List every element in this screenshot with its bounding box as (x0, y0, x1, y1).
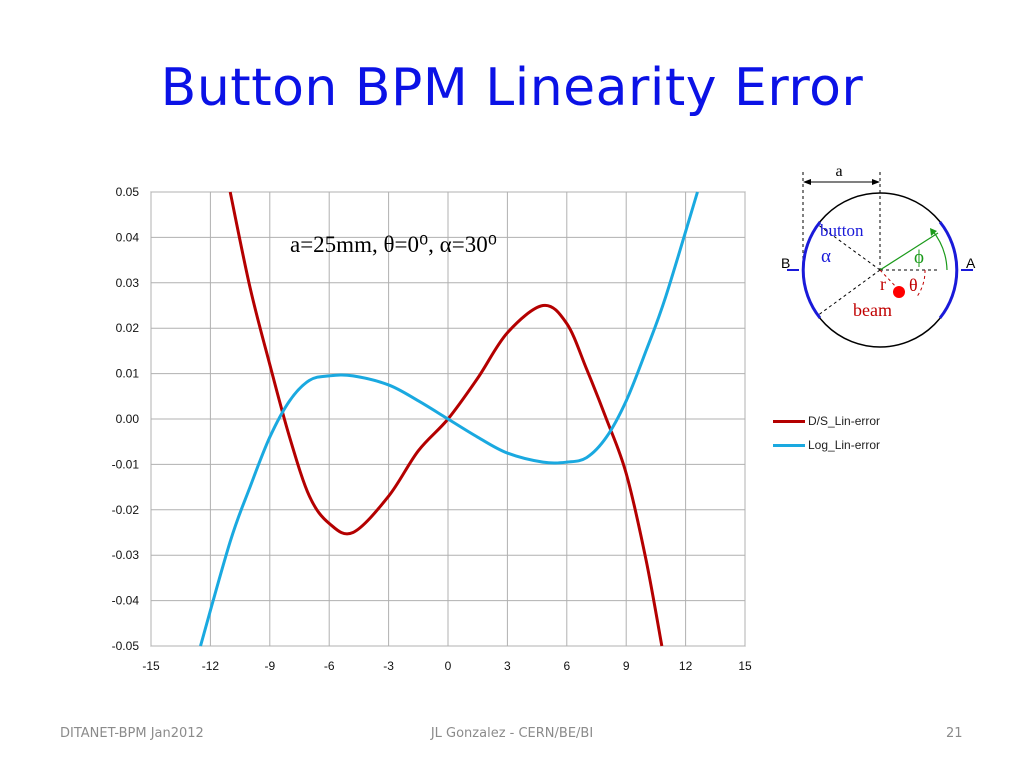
button-label: button (820, 221, 864, 240)
series-lines (199, 191, 699, 647)
parameter-annotation: a=25mm, θ=0⁰, α=30⁰ (290, 232, 497, 257)
y-tick-label: -0.02 (112, 503, 140, 517)
phi-arrowhead (930, 228, 937, 236)
button-electrode-a (938, 221, 959, 319)
x-tick-label: 9 (623, 659, 630, 673)
y-tick-label: 0.01 (116, 367, 140, 381)
y-tick-label: 0.05 (116, 185, 140, 199)
legend-swatch-log (773, 443, 805, 447)
x-tick-label: 15 (738, 659, 752, 673)
y-tick-label: 0.03 (116, 276, 140, 290)
legend-swatch-ds (773, 419, 805, 423)
page-number: 21 (946, 726, 963, 741)
y-tick-label: -0.03 (112, 548, 140, 562)
phi-ray (879, 232, 939, 271)
button-electrode-b (801, 221, 822, 319)
phi-symbol: ϕ (914, 247, 924, 268)
x-tick-label: 12 (679, 659, 693, 673)
legend-label-log: Log_Lin-error (808, 438, 881, 452)
slide-title: Button BPM Linearity Error (160, 58, 864, 118)
x-tick-label: -9 (264, 659, 275, 673)
r-label: r (880, 274, 886, 294)
alpha-symbol: α (821, 246, 831, 267)
y-tick-label: -0.04 (112, 594, 140, 608)
dimension-arrowhead-right (872, 179, 880, 185)
y-tick-label: -0.05 (112, 639, 140, 653)
y-tick-label: 0.04 (116, 230, 140, 244)
bpm-geometry-diagram: a B A button α ϕ r θ beam (781, 163, 976, 348)
legend-label-ds: D/S_Lin-error (808, 414, 881, 428)
x-tick-labels: -15 -12 -9 -6 -3 0 3 6 9 12 15 (142, 659, 752, 673)
x-tick-label: -15 (142, 659, 160, 673)
legend-item-log: Log_Lin-error (773, 433, 880, 457)
x-tick-label: -12 (202, 659, 220, 673)
y-tick-label: 0.00 (116, 412, 140, 426)
x-tick-label: -3 (383, 659, 394, 673)
gridlines (150, 191, 746, 647)
x-tick-label: 0 (445, 659, 452, 673)
chart: 0.05 0.04 0.03 0.02 0.01 0.00 -0.01 -0.02 -0.03 -… (112, 185, 752, 673)
dimension-label: a (835, 163, 842, 180)
y-tick-label: -0.01 (112, 457, 140, 471)
series-line-log-lin-error (199, 191, 699, 647)
x-tick-label: 6 (563, 659, 570, 673)
legend-item-ds: D/S_Lin-error (773, 409, 880, 433)
x-tick-label: 3 (504, 659, 511, 673)
x-tick-label: -6 (324, 659, 335, 673)
footer-event: DITANET-BPM Jan2012 (60, 726, 204, 741)
y-tick-label: 0.02 (116, 321, 140, 335)
legend: D/S_Lin-error Log_Lin-error (773, 409, 880, 457)
alpha-ray-lower (816, 269, 881, 317)
y-tick-labels: 0.05 0.04 0.03 0.02 0.01 0.00 -0.01 -0.02 -0.03 -… (112, 185, 140, 653)
theta-symbol: θ (909, 275, 918, 295)
r-ray (879, 269, 900, 291)
dimension-arrowhead-left (803, 179, 811, 185)
footer-author: JL Gonzalez - CERN/BE/BI (430, 726, 594, 741)
electrode-a-label: A (966, 255, 976, 271)
electrode-b-label: B (781, 255, 790, 271)
beam-dot (893, 286, 905, 298)
alpha-ray-upper (816, 223, 881, 271)
theta-arc (915, 269, 926, 299)
beam-label: beam (853, 300, 892, 320)
